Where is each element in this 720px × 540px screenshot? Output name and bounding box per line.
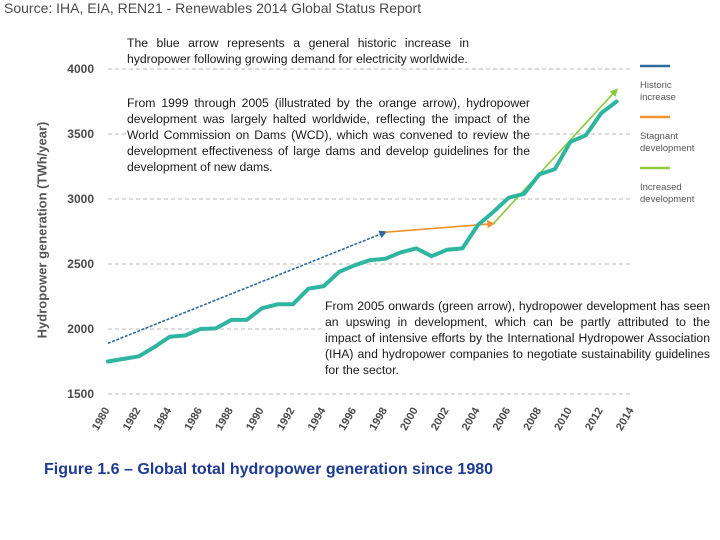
legend-label-2-line2: development (640, 194, 695, 205)
legend-label-0-line2: increase (640, 92, 676, 103)
data-point-2012 (600, 112, 602, 114)
data-point-1985 (184, 334, 186, 337)
data-point-1993 (307, 287, 310, 290)
y-tick-label-1500: 1500 (67, 387, 94, 401)
data-point-1984 (168, 336, 171, 338)
legend-label-2-line1: Increased (640, 182, 682, 193)
x-tick-label-1998: 1998 (367, 406, 390, 433)
data-point-2008 (538, 173, 541, 176)
y-tick-label-4000: 4000 (67, 62, 94, 76)
y-tick-label-2500: 2500 (67, 257, 94, 271)
data-point-2001 (430, 255, 433, 257)
data-point-2003 (461, 247, 464, 250)
data-point-1998 (384, 258, 387, 260)
x-tick-label-2002: 2002 (429, 406, 452, 433)
data-point-2006 (507, 196, 510, 199)
data-point-1991 (276, 303, 279, 306)
x-tick-label-1980: 1980 (90, 406, 113, 433)
data-point-2007 (523, 193, 525, 195)
y-tick-label-3000: 3000 (67, 192, 94, 206)
data-point-1994 (322, 285, 325, 287)
y-tick-label-3500: 3500 (67, 127, 94, 141)
data-point-1980 (107, 360, 109, 363)
x-tick-label-2014: 2014 (614, 405, 637, 433)
x-tick-label-1996: 1996 (337, 406, 360, 433)
legend-label-0-line1: Historic (640, 80, 672, 91)
x-tick-label-2000: 2000 (398, 406, 421, 433)
data-point-1988 (230, 319, 233, 321)
data-point-1987 (215, 327, 217, 330)
x-tick-label-2006: 2006 (491, 406, 514, 433)
data-point-1983 (153, 346, 156, 349)
data-point-2002 (446, 248, 448, 251)
data-point-1982 (138, 355, 140, 358)
data-point-2005 (492, 211, 495, 213)
increased-development-note: From 2005 onwards (green arrow), hydropo… (325, 298, 710, 378)
trend-arrow-historic-increase (107, 230, 388, 345)
x-tick-label-1984: 1984 (152, 405, 175, 433)
data-point-2009 (554, 168, 556, 170)
stagnant-development-note: From 1999 through 2005 (illustrated by t… (127, 95, 530, 175)
x-tick-label-1992: 1992 (275, 406, 298, 433)
data-point-1989 (245, 319, 248, 321)
data-point-1995 (338, 271, 340, 273)
x-tick-label-1988: 1988 (213, 406, 236, 433)
figure-caption: Figure 1.6 – Global total hydropower gen… (44, 461, 494, 478)
x-tick-label-1986: 1986 (182, 406, 205, 433)
data-point-2011 (584, 134, 587, 137)
trend-arrow-increased-development (492, 88, 618, 225)
historic-increase-note: The blue arrow represents a general hist… (127, 35, 469, 67)
data-point-1986 (199, 328, 202, 330)
x-tick-label-2010: 2010 (552, 406, 575, 433)
x-tick-label-2012: 2012 (583, 406, 606, 433)
data-point-1990 (261, 307, 263, 310)
series-line-0 (106, 99, 619, 364)
data-point-2010 (569, 141, 572, 143)
data-point-1981 (122, 358, 125, 360)
data-point-2000 (415, 247, 418, 250)
data-point-2004 (477, 224, 479, 226)
data-point-1997 (369, 259, 371, 261)
legend-label-1-line1: Stagnant (640, 131, 678, 142)
x-tick-label-1994: 1994 (306, 405, 329, 433)
data-point-1996 (353, 264, 356, 267)
x-tick-label-2004: 2004 (460, 405, 483, 433)
legend-label-1-line2: development (640, 143, 695, 154)
data-point-1999 (400, 251, 402, 254)
x-tick-label-1990: 1990 (244, 406, 267, 433)
data-point-1992 (292, 303, 294, 306)
x-tick-label-1982: 1982 (121, 406, 144, 433)
trend-arrow-stagnant-development (385, 220, 496, 233)
y-tick-label-2000: 2000 (67, 322, 94, 336)
x-tick-label-2008: 2008 (521, 406, 544, 433)
data-point-2013 (615, 100, 618, 103)
source-note: Source: IHA, EIA, REN21 - Renewables 201… (4, 0, 422, 16)
